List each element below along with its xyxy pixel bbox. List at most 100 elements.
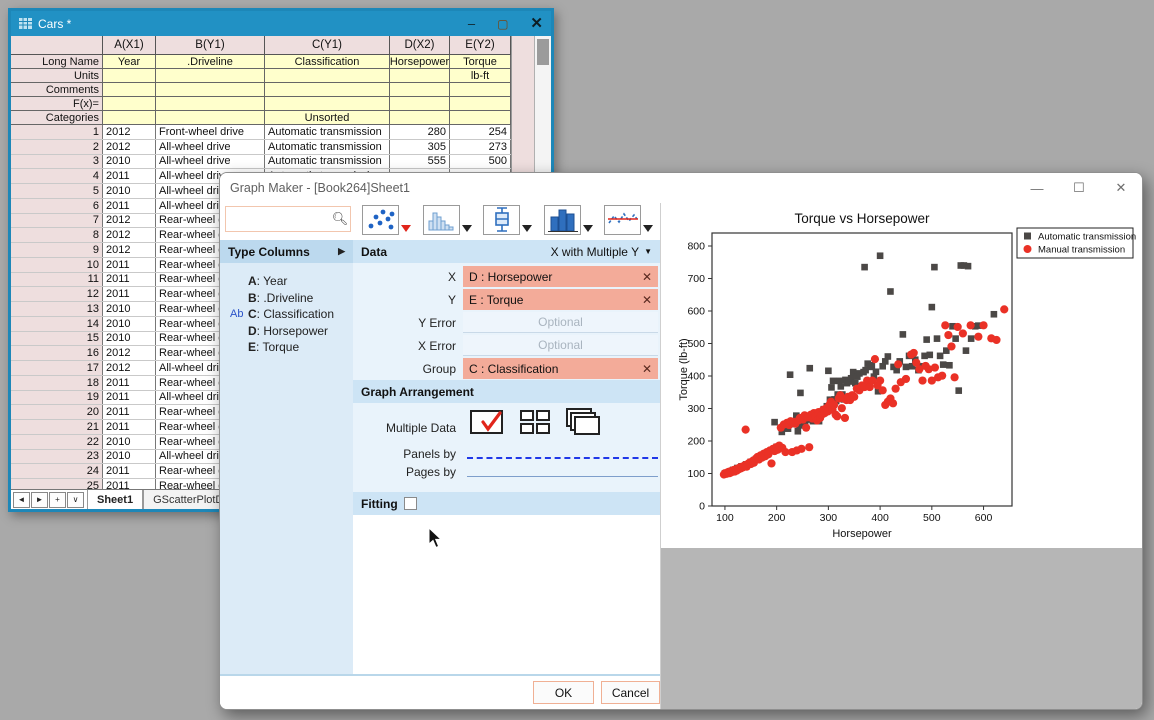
type-column-item[interactable]: B: .Driveline	[248, 290, 314, 305]
search-input[interactable]	[226, 207, 330, 231]
field-y[interactable]: E : Torque ✕	[463, 289, 658, 310]
meta-cell[interactable]	[103, 111, 156, 124]
type-columns-header[interactable]: Type Columns ▶	[220, 240, 353, 263]
histogram-dropdown-icon[interactable]	[462, 225, 472, 232]
cell-year[interactable]: 2012	[103, 346, 156, 360]
meta-cell[interactable]	[156, 97, 265, 110]
cell-classification[interactable]: Automatic transmission	[265, 125, 390, 139]
cell-torque[interactable]: 273	[450, 139, 511, 154]
type-column-item[interactable]: D: Horsepower	[248, 323, 329, 338]
row-number[interactable]: 12	[11, 287, 103, 301]
row-number[interactable]: 17	[11, 361, 103, 375]
panels-by-field[interactable]	[467, 443, 658, 459]
row-number[interactable]: 24	[11, 464, 103, 478]
column-header[interactable]: D(X2)	[390, 36, 450, 54]
scatter-dropdown-icon[interactable]	[401, 225, 411, 232]
meta-cell[interactable]: Unsorted	[265, 111, 390, 124]
meta-cell[interactable]: .Driveline	[156, 55, 265, 68]
sheet-add-button[interactable]: +	[49, 491, 66, 508]
cell-year[interactable]: 2011	[103, 257, 156, 272]
worksheet-titlebar[interactable]: Cars * – ▢ ✕	[11, 11, 551, 36]
row-number[interactable]: 11	[11, 272, 103, 287]
row-number[interactable]: 10	[11, 257, 103, 272]
meta-cell[interactable]: Classification	[265, 55, 390, 68]
row-number[interactable]: 21	[11, 420, 103, 434]
field-x[interactable]: D : Horsepower ✕	[463, 266, 658, 287]
row-number[interactable]: 22	[11, 434, 103, 449]
row-number[interactable]: 2	[11, 139, 103, 154]
cell-classification[interactable]: Automatic transmission	[265, 139, 390, 154]
cell-year[interactable]: 2010	[103, 154, 156, 169]
cell-year[interactable]: 2010	[103, 316, 156, 331]
column-header[interactable]: E(Y2)	[450, 36, 511, 54]
column-dropdown-icon[interactable]	[583, 225, 593, 232]
cell-year[interactable]: 2010	[103, 449, 156, 464]
field-x-error[interactable]: Optional	[463, 335, 658, 356]
worksheet-scroll-thumb[interactable]	[537, 39, 549, 65]
clear-field-icon[interactable]: ✕	[641, 361, 652, 376]
row-number[interactable]: 19	[11, 390, 103, 405]
row-number[interactable]: 8	[11, 228, 103, 242]
row-number[interactable]: 23	[11, 449, 103, 464]
cell-year[interactable]: 2011	[103, 375, 156, 390]
row-number[interactable]: 18	[11, 375, 103, 390]
meta-cell[interactable]	[265, 83, 390, 96]
column-header[interactable]: C(Y1)	[265, 36, 390, 54]
cell-year[interactable]: 2010	[103, 331, 156, 346]
cell-year[interactable]: 2010	[103, 184, 156, 198]
column-header[interactable]: B(Y1)	[156, 36, 265, 54]
dialog-maximize-icon[interactable]: ☐	[1073, 180, 1085, 195]
column-header[interactable]: A(X1)	[103, 36, 156, 54]
meta-cell[interactable]	[156, 111, 265, 124]
arrangement-panels-icon[interactable]	[519, 408, 551, 436]
cell-year[interactable]: 2012	[103, 213, 156, 228]
cell-year[interactable]: 2012	[103, 228, 156, 242]
meta-cell[interactable]: Year	[103, 55, 156, 68]
cell-horsepower[interactable]: 555	[390, 154, 450, 169]
row-number[interactable]: 20	[11, 405, 103, 419]
arrangement-single-graph-icon[interactable]	[469, 407, 505, 437]
worksheet-minimize-icon[interactable]: –	[467, 16, 476, 31]
row-number[interactable]: 3	[11, 154, 103, 169]
tab-sheet1[interactable]: Sheet1	[87, 490, 144, 509]
cancel-button[interactable]: Cancel	[601, 681, 660, 704]
worksheet-maximize-icon[interactable]: ▢	[497, 16, 509, 31]
meta-cell[interactable]	[103, 97, 156, 110]
plot-type-line-button[interactable]	[604, 205, 641, 235]
cell-year[interactable]: 2010	[103, 302, 156, 316]
plot-type-scatter-button[interactable]	[362, 205, 399, 235]
sheet-list-button[interactable]: ∨	[67, 491, 84, 508]
cell-year[interactable]: 2011	[103, 287, 156, 301]
meta-cell[interactable]	[156, 69, 265, 82]
type-columns-expand-icon[interactable]: ▶	[338, 246, 345, 256]
meta-cell[interactable]: lb-ft	[450, 69, 511, 82]
cell-year[interactable]: 2010	[103, 434, 156, 449]
pages-by-field[interactable]	[467, 461, 658, 477]
plot-type-histogram-button[interactable]	[423, 205, 460, 235]
meta-cell[interactable]	[450, 97, 511, 110]
cell-horsepower[interactable]: 280	[390, 125, 450, 139]
row-number[interactable]: 13	[11, 302, 103, 316]
plot-type-boxplot-button[interactable]	[483, 205, 520, 235]
cell-driveline[interactable]: All-wheel drive	[156, 139, 265, 154]
cell-year[interactable]: 2011	[103, 390, 156, 405]
row-number[interactable]: 7	[11, 213, 103, 228]
field-y-error[interactable]: Optional	[463, 312, 658, 333]
line-dropdown-icon[interactable]	[643, 225, 653, 232]
fitting-checkbox[interactable]	[403, 497, 417, 510]
row-number[interactable]: 4	[11, 169, 103, 183]
ok-button[interactable]: OK	[533, 681, 594, 704]
type-column-item[interactable]: Ab C: Classification	[230, 307, 335, 322]
sheet-nav-first-button[interactable]: ◄	[13, 491, 30, 508]
row-number[interactable]: 5	[11, 184, 103, 198]
cell-year[interactable]: 2011	[103, 464, 156, 478]
row-number[interactable]: 15	[11, 331, 103, 346]
dialog-titlebar[interactable]: Graph Maker - [Book264]Sheet1 — ☐ ✕	[220, 173, 1142, 203]
row-number[interactable]: 25	[11, 479, 103, 489]
meta-cell[interactable]	[450, 83, 511, 96]
cell-year[interactable]: 2011	[103, 169, 156, 183]
clear-field-icon[interactable]: ✕	[641, 292, 652, 307]
row-number[interactable]: 16	[11, 346, 103, 360]
cell-year[interactable]: 2011	[103, 479, 156, 489]
worksheet-close-icon[interactable]: ✕	[530, 15, 543, 32]
